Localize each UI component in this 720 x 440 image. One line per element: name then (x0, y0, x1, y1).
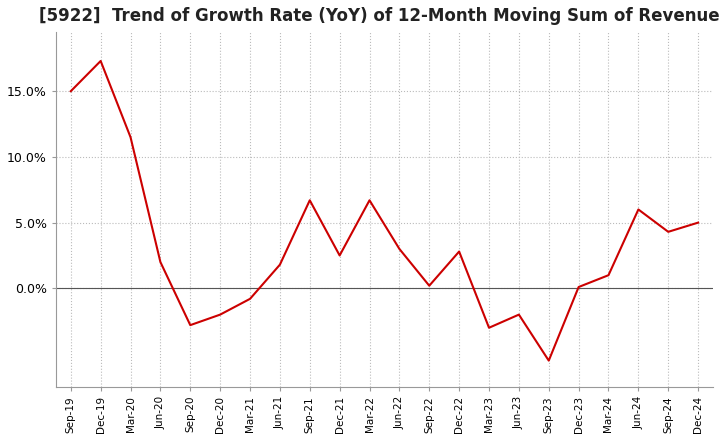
Title: [5922]  Trend of Growth Rate (YoY) of 12-Month Moving Sum of Revenues: [5922] Trend of Growth Rate (YoY) of 12-… (39, 7, 720, 25)
